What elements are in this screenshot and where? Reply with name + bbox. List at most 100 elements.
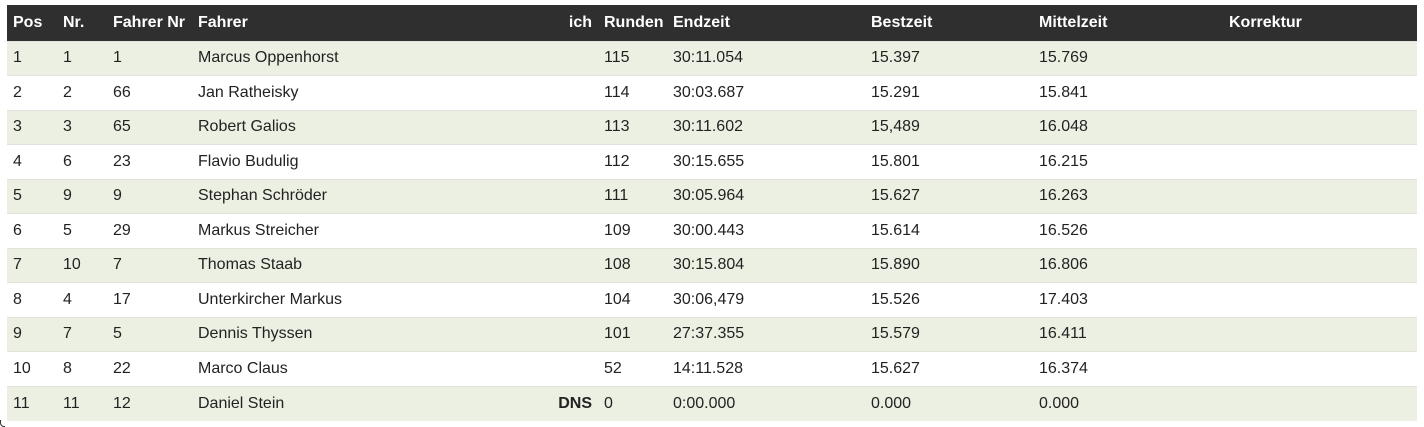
cell-korrektur	[1223, 179, 1417, 214]
cell-fahrer-nr: 1	[113, 49, 122, 67]
cell-korrektur	[1223, 214, 1417, 249]
cell-nr: 4	[63, 290, 72, 308]
header-endzeit[interactable]: Endzeit	[673, 13, 730, 31]
cell-endzeit: 30:15.655	[673, 152, 745, 170]
header-mittelzeit[interactable]: Mittelzeit	[1039, 13, 1108, 31]
cell-runden: 0	[604, 394, 613, 412]
cell-fahrer-nr: 29	[113, 221, 131, 239]
header-bestzeit[interactable]: Bestzeit	[871, 13, 933, 31]
cell-nr: 7	[63, 325, 72, 343]
table-row: 7 10 7 Thomas Staab 108 30:15.804 15.890…	[7, 248, 1417, 283]
cell-runden: 115	[604, 49, 630, 67]
cell-korrektur	[1223, 110, 1417, 145]
header-fahrer-nr[interactable]: Fahrer Nr	[113, 13, 186, 31]
table-row: 2 2 66 Jan Ratheisky 114 30:03.687 15.29…	[7, 75, 1417, 111]
cell-fahrer-nr: 66	[113, 83, 131, 101]
cell-runden: 104	[604, 290, 631, 308]
cell-pos: 1	[13, 49, 22, 67]
cell-runden: 108	[604, 256, 631, 274]
cell-nr: 6	[63, 152, 72, 170]
cell-pos: 5	[13, 187, 22, 205]
cell-nr: 5	[63, 221, 72, 239]
table-row: 5 9 9 Stephan Schröder 111 30:05.964 15.…	[7, 179, 1417, 214]
cell-mittelzeit: 16.374	[1039, 359, 1088, 377]
cell-korrektur	[1223, 41, 1417, 76]
header-runden[interactable]: Runden	[604, 13, 664, 31]
cell-nr: 3	[63, 118, 72, 136]
cell-runden: 101	[604, 325, 631, 343]
cell-fahrer-nr: 17	[113, 290, 131, 308]
cell-fahrer: Daniel Stein	[198, 394, 285, 412]
table-row: 8 4 17 Unterkircher Markus 104 30:06,479…	[7, 282, 1417, 318]
cell-runden: 52	[604, 359, 622, 377]
cell-bestzeit: 15,489	[871, 118, 920, 136]
cell-pos: 11	[13, 394, 30, 412]
cell-bestzeit: 15.579	[871, 325, 920, 343]
header-fahrer[interactable]: Fahrer	[198, 13, 248, 31]
table-body: 1 1 1 Marcus Oppenhorst 115 30:11.054 15…	[7, 41, 1417, 421]
cell-fahrer-nr: 22	[113, 359, 131, 377]
cell-korrektur	[1223, 317, 1417, 352]
cell-bestzeit: 0.000	[871, 394, 912, 412]
cell-fahrer-nr: 7	[113, 256, 122, 274]
table-row: 11 11 12 Daniel Stein DNS 0 0:00.000 0.0…	[7, 386, 1417, 421]
cell-endzeit: 30:05.964	[673, 187, 745, 205]
cell-ich	[542, 110, 598, 145]
cell-mittelzeit: 15.841	[1039, 83, 1088, 101]
window-corner	[0, 420, 5, 427]
cell-fahrer: Jan Ratheisky	[198, 83, 299, 101]
cell-korrektur	[1223, 283, 1417, 318]
cell-nr: 10	[63, 256, 81, 274]
cell-ich	[542, 76, 598, 111]
table-row: 1 1 1 Marcus Oppenhorst 115 30:11.054 15…	[7, 41, 1417, 76]
cell-fahrer: Marco Claus	[198, 359, 288, 377]
table-row: 4 6 23 Flavio Budulig 112 30:15.655 15.8…	[7, 144, 1417, 180]
header-nr[interactable]: Nr.	[63, 13, 85, 31]
cell-runden: 113	[604, 118, 630, 136]
cell-fahrer: Robert Galios	[198, 118, 296, 136]
cell-pos: 2	[13, 83, 22, 101]
cell-runden: 114	[604, 83, 630, 101]
cell-mittelzeit: 16.048	[1039, 118, 1088, 136]
cell-ich	[542, 41, 598, 76]
cell-pos: 6	[13, 221, 22, 239]
table-row: 9 7 5 Dennis Thyssen 101 27:37.355 15.57…	[7, 317, 1417, 352]
header-korrektur[interactable]: Korrektur	[1229, 13, 1302, 31]
cell-endzeit: 30:11.054	[673, 49, 743, 67]
cell-pos: 4	[13, 152, 22, 170]
table-row: 3 3 65 Robert Galios 113 30:11.602 15,48…	[7, 110, 1417, 145]
cell-bestzeit: 15.890	[871, 256, 920, 274]
cell-nr: 9	[63, 187, 72, 205]
table-header-row: Pos Nr. Fahrer Nr Fahrer ich Runden Endz…	[7, 5, 1417, 41]
cell-ich	[542, 352, 598, 387]
header-pos[interactable]: Pos	[13, 13, 43, 31]
cell-pos: 10	[13, 359, 31, 377]
cell-mittelzeit: 16.411	[1039, 325, 1087, 343]
cell-mittelzeit: 17.403	[1039, 290, 1088, 308]
cell-endzeit: 30:11.602	[673, 118, 743, 136]
cell-fahrer: Markus Streicher	[198, 221, 319, 239]
cell-fahrer-nr: 9	[113, 187, 122, 205]
cell-endzeit: 30:15.804	[673, 256, 745, 274]
header-ich[interactable]: ich	[568, 13, 592, 31]
cell-endzeit: 30:03.687	[673, 83, 745, 101]
cell-fahrer-nr: 5	[113, 325, 122, 343]
cell-mittelzeit: 16.263	[1039, 187, 1088, 205]
cell-bestzeit: 15.291	[871, 83, 920, 101]
cell-endzeit: 30:06,479	[673, 290, 745, 308]
cell-fahrer: Flavio Budulig	[198, 152, 299, 170]
cell-pos: 8	[13, 290, 22, 308]
cell-korrektur	[1223, 352, 1417, 387]
cell-ich	[542, 145, 598, 180]
cell-bestzeit: 15.627	[871, 359, 920, 377]
cell-bestzeit: 15.614	[871, 221, 920, 239]
cell-korrektur	[1223, 76, 1417, 111]
cell-pos: 7	[13, 256, 22, 274]
table-row: 10 8 22 Marco Claus 52 14:11.528 15.627 …	[7, 351, 1417, 387]
cell-korrektur	[1223, 248, 1417, 283]
cell-ich: DNS	[558, 394, 592, 412]
cell-mittelzeit: 16.806	[1039, 256, 1088, 274]
cell-fahrer-nr: 23	[113, 152, 131, 170]
cell-ich	[542, 283, 598, 318]
